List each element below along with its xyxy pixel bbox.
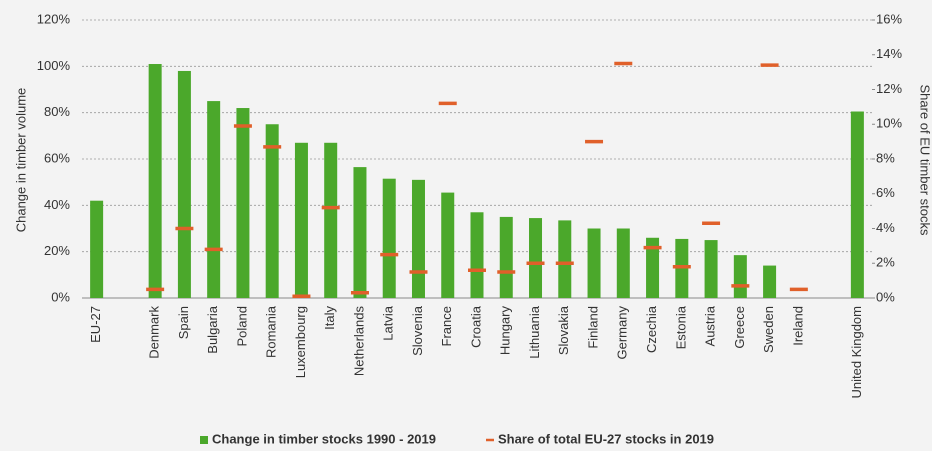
bar [500, 217, 513, 298]
y2-axis-label: Share of EU timber stocks [918, 85, 932, 236]
y-tick-label: 20% [44, 243, 70, 258]
y2-tick-label: 10% [876, 116, 902, 131]
bar [617, 229, 630, 299]
y-tick-label: 0% [51, 289, 70, 304]
bar [412, 180, 425, 298]
x-tick-label: Latvia [381, 305, 396, 340]
x-tick-label: Slovakia [556, 305, 571, 355]
y-tick-label: 120% [37, 11, 71, 26]
x-tick-label: France [439, 306, 454, 346]
y2-tick-label: 0% [876, 289, 895, 304]
legend-label: Change in timber stocks 1990 - 2019 [212, 431, 436, 446]
x-tick-label: Hungary [498, 306, 513, 356]
y2-tick-label: 4% [876, 220, 895, 235]
x-tick-label: Netherlands [351, 306, 366, 377]
y2-tick-label: 14% [876, 46, 902, 61]
x-tick-label: EU-27 [88, 306, 103, 343]
legend: Change in timber stocks 1990 - 2019 Share… [200, 431, 714, 446]
y-axis-label: Change in timber volume [13, 88, 28, 233]
x-tick-label: Spain [176, 306, 191, 339]
x-tick-label: Sweden [761, 306, 776, 353]
x-tick-label: Bulgaria [205, 305, 220, 353]
x-tick-label: Ireland [790, 306, 805, 346]
bar [90, 201, 103, 298]
x-tick-label: Romania [264, 305, 279, 358]
bar [324, 143, 337, 298]
x-tick-label: Czechia [644, 305, 659, 353]
x-tick-label: Estonia [673, 305, 688, 349]
bar [207, 101, 220, 298]
y2-tick-label: 16% [876, 11, 902, 26]
y-tick-label: 40% [44, 197, 70, 212]
x-tick-label: Luxembourg [293, 306, 308, 378]
x-tick-label: Slovenia [410, 305, 425, 356]
y2-tick-label: 8% [876, 150, 895, 165]
y-tick-label: 60% [44, 150, 70, 165]
x-tick-label: United Kingdom [849, 306, 864, 399]
x-tick-label: Greece [732, 306, 747, 349]
bar [705, 240, 718, 298]
chart: Change in timber volume Share of EU timb… [0, 0, 932, 451]
x-tick-label: Poland [234, 306, 249, 346]
bar [236, 108, 249, 298]
bar [734, 255, 747, 298]
bar [266, 124, 279, 298]
legend-label: Share of total EU-27 stocks in 2019 [498, 431, 714, 446]
bar [558, 220, 571, 298]
bar [529, 218, 542, 298]
bar [353, 167, 366, 298]
x-tick-label: Italy [322, 306, 337, 330]
y2-tick-label: 12% [876, 81, 902, 96]
x-tick-label: Finland [585, 306, 600, 349]
legend-swatch [200, 436, 208, 444]
bar [149, 64, 162, 298]
y-tick-label: 100% [37, 58, 71, 73]
y2-tick-label: 6% [876, 185, 895, 200]
bar [851, 112, 864, 298]
bar [295, 143, 308, 298]
bar [178, 71, 191, 298]
bar [588, 229, 601, 299]
x-tick-label: Lithuania [527, 305, 542, 359]
bar [471, 212, 484, 298]
bar [763, 266, 776, 298]
y-tick-label: 80% [44, 104, 70, 119]
x-tick-label: Austria [703, 305, 718, 346]
x-tick-label: Germany [615, 306, 630, 360]
y2-tick-label: 2% [876, 255, 895, 270]
bar [441, 193, 454, 298]
bar [383, 179, 396, 298]
x-tick-label: Croatia [468, 305, 483, 348]
x-tick-label: Denmark [147, 306, 162, 359]
